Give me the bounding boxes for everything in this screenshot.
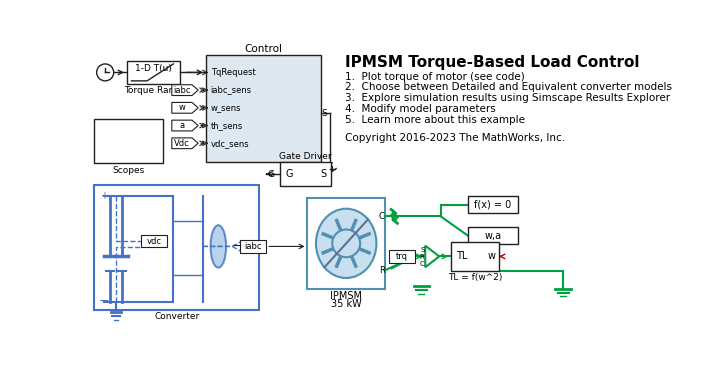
- Text: iabc: iabc: [245, 242, 262, 251]
- Bar: [468, 197, 518, 213]
- Polygon shape: [425, 246, 439, 267]
- Text: IPMSM Torque-Based Load Control: IPMSM Torque-Based Load Control: [345, 55, 640, 70]
- Bar: [240, 240, 266, 253]
- Text: Control: Control: [244, 44, 282, 54]
- Text: th_sens: th_sens: [211, 121, 243, 130]
- Polygon shape: [172, 85, 198, 96]
- Text: 1-D T(u): 1-D T(u): [135, 64, 171, 73]
- Text: w_sens: w_sens: [211, 103, 241, 112]
- Text: Vdc: Vdc: [174, 139, 190, 148]
- Text: w,a: w,a: [484, 231, 501, 241]
- Circle shape: [332, 229, 360, 257]
- Text: w: w: [178, 103, 185, 112]
- Polygon shape: [172, 102, 198, 113]
- Bar: [127, 61, 180, 84]
- Text: 35 kW: 35 kW: [331, 299, 362, 309]
- Text: Copyright 2016-2023 The MathWorks, Inc.: Copyright 2016-2023 The MathWorks, Inc.: [345, 133, 565, 143]
- Bar: [389, 250, 415, 262]
- Bar: [141, 235, 167, 247]
- Text: w: w: [487, 251, 495, 261]
- Text: TL = f(w^2): TL = f(w^2): [448, 273, 502, 283]
- Bar: [206, 56, 321, 162]
- Bar: [281, 162, 331, 186]
- Polygon shape: [172, 138, 198, 149]
- Text: Converter: Converter: [154, 312, 200, 321]
- Text: IPMSM: IPMSM: [330, 291, 362, 301]
- Text: C: C: [419, 261, 424, 267]
- Text: Gate Driver: Gate Driver: [279, 152, 332, 161]
- Text: vdc_sens: vdc_sens: [211, 139, 249, 148]
- Text: TqRequest: TqRequest: [211, 68, 255, 77]
- Bar: [94, 185, 259, 310]
- Text: C: C: [379, 212, 385, 221]
- Text: −: −: [232, 240, 243, 253]
- Text: iabc_sens: iabc_sens: [211, 86, 252, 95]
- Text: G: G: [286, 169, 293, 179]
- Text: 3.  Explore simulation results using Simscape Results Explorer: 3. Explore simulation results using Sims…: [345, 93, 670, 103]
- Text: S: S: [321, 109, 327, 118]
- Text: 5.  Learn more about this example: 5. Learn more about this example: [345, 115, 525, 125]
- Text: 4.  Modify model parameters: 4. Modify model parameters: [345, 104, 496, 114]
- Text: Scopes: Scopes: [112, 165, 145, 175]
- Ellipse shape: [211, 225, 226, 268]
- Text: Torque Ramp: Torque Ramp: [123, 86, 183, 95]
- Text: vdc: vdc: [147, 236, 161, 246]
- Bar: [94, 119, 163, 163]
- Text: 1.  Plot torque of motor (see code): 1. Plot torque of motor (see code): [345, 72, 525, 82]
- Text: −: −: [99, 295, 109, 309]
- Text: R: R: [379, 266, 385, 275]
- Ellipse shape: [316, 209, 376, 278]
- Text: 2.  Choose between Detailed and Equivalent converter models: 2. Choose between Detailed and Equivalen…: [345, 82, 673, 93]
- Bar: [307, 198, 385, 289]
- Text: f(x) = 0: f(x) = 0: [474, 200, 511, 210]
- Circle shape: [97, 64, 114, 81]
- Bar: [450, 242, 499, 271]
- Text: S: S: [420, 247, 424, 253]
- Bar: [468, 227, 518, 244]
- Text: G: G: [267, 169, 274, 179]
- Text: +: +: [99, 191, 108, 201]
- Text: iabc: iabc: [173, 86, 190, 95]
- Polygon shape: [172, 120, 198, 131]
- Text: TL: TL: [456, 251, 467, 261]
- Text: trq: trq: [396, 252, 408, 261]
- Text: S: S: [320, 169, 326, 179]
- Text: R: R: [419, 254, 424, 260]
- Text: a: a: [179, 121, 185, 130]
